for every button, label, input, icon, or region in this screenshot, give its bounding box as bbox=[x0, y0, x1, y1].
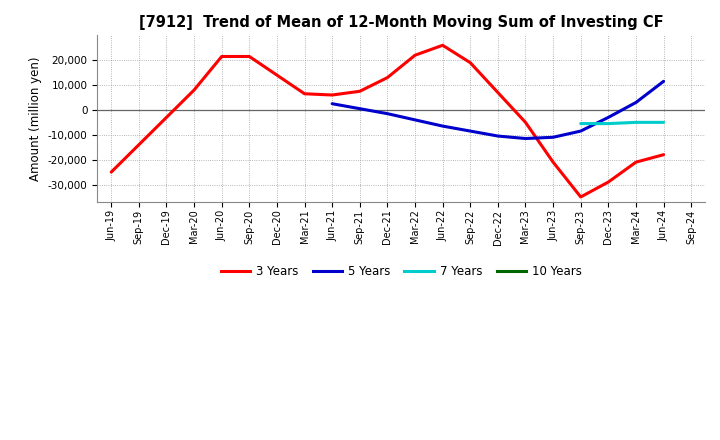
Title: [7912]  Trend of Mean of 12-Month Moving Sum of Investing CF: [7912] Trend of Mean of 12-Month Moving … bbox=[139, 15, 664, 30]
Legend: 3 Years, 5 Years, 7 Years, 10 Years: 3 Years, 5 Years, 7 Years, 10 Years bbox=[216, 260, 587, 282]
Y-axis label: Amount (million yen): Amount (million yen) bbox=[30, 56, 42, 181]
